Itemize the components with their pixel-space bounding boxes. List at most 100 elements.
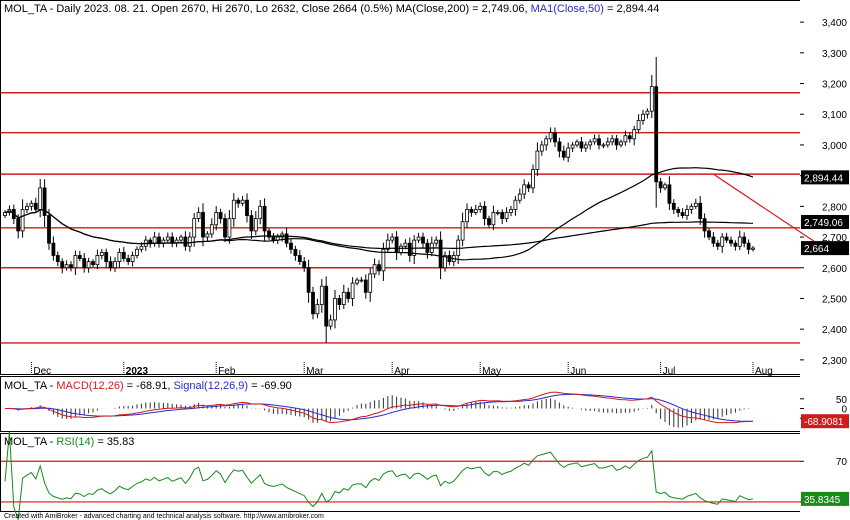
candle-body bbox=[262, 205, 267, 232]
candle-body bbox=[535, 150, 540, 170]
candle-body bbox=[711, 236, 716, 244]
candle-body bbox=[99, 252, 104, 256]
price-header: MOL_TA - Daily 2023. 08. 21. Open 2670, … bbox=[4, 3, 659, 15]
rsi-line bbox=[4, 431, 754, 520]
candle-body bbox=[130, 255, 135, 263]
candle-body bbox=[583, 144, 588, 149]
candle-body bbox=[592, 138, 597, 143]
price-tick-label: 2,600 bbox=[822, 264, 847, 275]
candle-body bbox=[289, 242, 293, 250]
price-tick-label: 3,300 bbox=[822, 49, 847, 60]
candle-body bbox=[306, 267, 311, 293]
candle-body bbox=[73, 255, 78, 269]
candle-body bbox=[25, 205, 29, 210]
candle-body bbox=[20, 209, 25, 232]
candle-body bbox=[240, 199, 245, 204]
close-value-tag: 2,664 bbox=[804, 244, 829, 255]
candle-body bbox=[698, 202, 703, 220]
candle-body bbox=[42, 187, 47, 216]
candle-body bbox=[196, 212, 201, 220]
candle-body bbox=[421, 236, 425, 244]
candle-body bbox=[108, 261, 113, 269]
candle-body bbox=[187, 236, 192, 247]
candle-body bbox=[434, 239, 439, 244]
candle-body bbox=[126, 258, 131, 263]
candle-body bbox=[104, 252, 109, 263]
price-tick-label: 3,100 bbox=[822, 110, 847, 121]
candle-body bbox=[157, 236, 161, 244]
candle-body bbox=[724, 236, 729, 241]
rsi-legend-value: = 35.83 bbox=[94, 436, 134, 448]
candle-body bbox=[33, 202, 38, 210]
price-tick-label: 2,300 bbox=[822, 356, 847, 367]
candle-body bbox=[641, 113, 645, 121]
candle-body bbox=[693, 202, 698, 207]
candle-body bbox=[539, 144, 544, 152]
candle-body bbox=[249, 215, 254, 232]
candle-body bbox=[737, 236, 742, 247]
candle-body bbox=[742, 236, 747, 244]
month-label: Dec bbox=[33, 366, 51, 377]
candle-body bbox=[355, 279, 359, 284]
candle-body bbox=[513, 199, 518, 210]
candle-body bbox=[231, 199, 236, 220]
candle-body bbox=[685, 209, 689, 216]
candle-body bbox=[165, 236, 170, 241]
candle-body bbox=[575, 141, 579, 146]
candle-body bbox=[707, 230, 711, 238]
candle-body bbox=[368, 273, 373, 293]
candle-body bbox=[689, 205, 694, 210]
candle-body bbox=[51, 242, 56, 256]
macd-header-prefix: MOL_TA - bbox=[4, 380, 56, 392]
price-header-prefix: MOL_TA - Daily 2023. 08. 21. Open 2670, … bbox=[4, 3, 531, 15]
signal-legend-label: Signal(12,26,9) bbox=[173, 380, 248, 392]
candle-body bbox=[522, 184, 527, 195]
price-tick-label: 3,000 bbox=[822, 141, 847, 152]
candle-body bbox=[324, 285, 329, 327]
ma50-legend-value: = 2,894.44 bbox=[604, 3, 659, 15]
candle-body bbox=[209, 224, 214, 235]
candle-body bbox=[192, 218, 197, 238]
candle-body bbox=[47, 215, 51, 244]
macd-tick-label: 50 bbox=[836, 395, 848, 406]
candle-body bbox=[645, 110, 650, 115]
ma50-value-tag-bg bbox=[801, 170, 849, 185]
candle-body bbox=[297, 255, 302, 263]
candle-body bbox=[557, 141, 562, 152]
month-label: Jun bbox=[570, 366, 586, 377]
candle-body bbox=[170, 236, 175, 244]
candle-body bbox=[570, 144, 575, 149]
candle-body bbox=[504, 212, 509, 220]
candle-body bbox=[267, 230, 271, 238]
candle-body bbox=[473, 209, 478, 213]
candle-body bbox=[385, 239, 390, 250]
candle-body bbox=[649, 86, 654, 112]
trendline bbox=[713, 173, 815, 243]
candle-body bbox=[548, 132, 553, 140]
candle-body bbox=[69, 264, 73, 269]
month-label: 2023 bbox=[126, 366, 149, 377]
candle-body bbox=[328, 319, 333, 327]
ma50-legend-label: MA1(Close,50) bbox=[531, 3, 604, 15]
candle-body bbox=[526, 184, 531, 189]
candle-body bbox=[544, 138, 549, 146]
candle-body bbox=[478, 205, 483, 210]
candle-body bbox=[561, 150, 566, 158]
candle-body bbox=[55, 255, 60, 263]
candle-body bbox=[702, 218, 707, 232]
candle-body bbox=[214, 212, 219, 226]
candle-body bbox=[597, 138, 601, 146]
candle-body bbox=[465, 209, 469, 223]
ma50-line bbox=[4, 167, 754, 261]
macd-line bbox=[4, 391, 754, 424]
candle-body bbox=[495, 212, 500, 214]
price-tick-label: 3,400 bbox=[822, 18, 847, 29]
candle-body bbox=[205, 233, 210, 238]
candle-body bbox=[135, 248, 139, 256]
candle-body bbox=[381, 248, 386, 272]
macd-header: MOL_TA - MACD(12,26) = -68.91, Signal(12… bbox=[4, 380, 292, 392]
candle-body bbox=[179, 236, 183, 241]
candle-body bbox=[38, 187, 43, 210]
candle-body bbox=[363, 279, 368, 293]
candle-body bbox=[733, 242, 738, 247]
